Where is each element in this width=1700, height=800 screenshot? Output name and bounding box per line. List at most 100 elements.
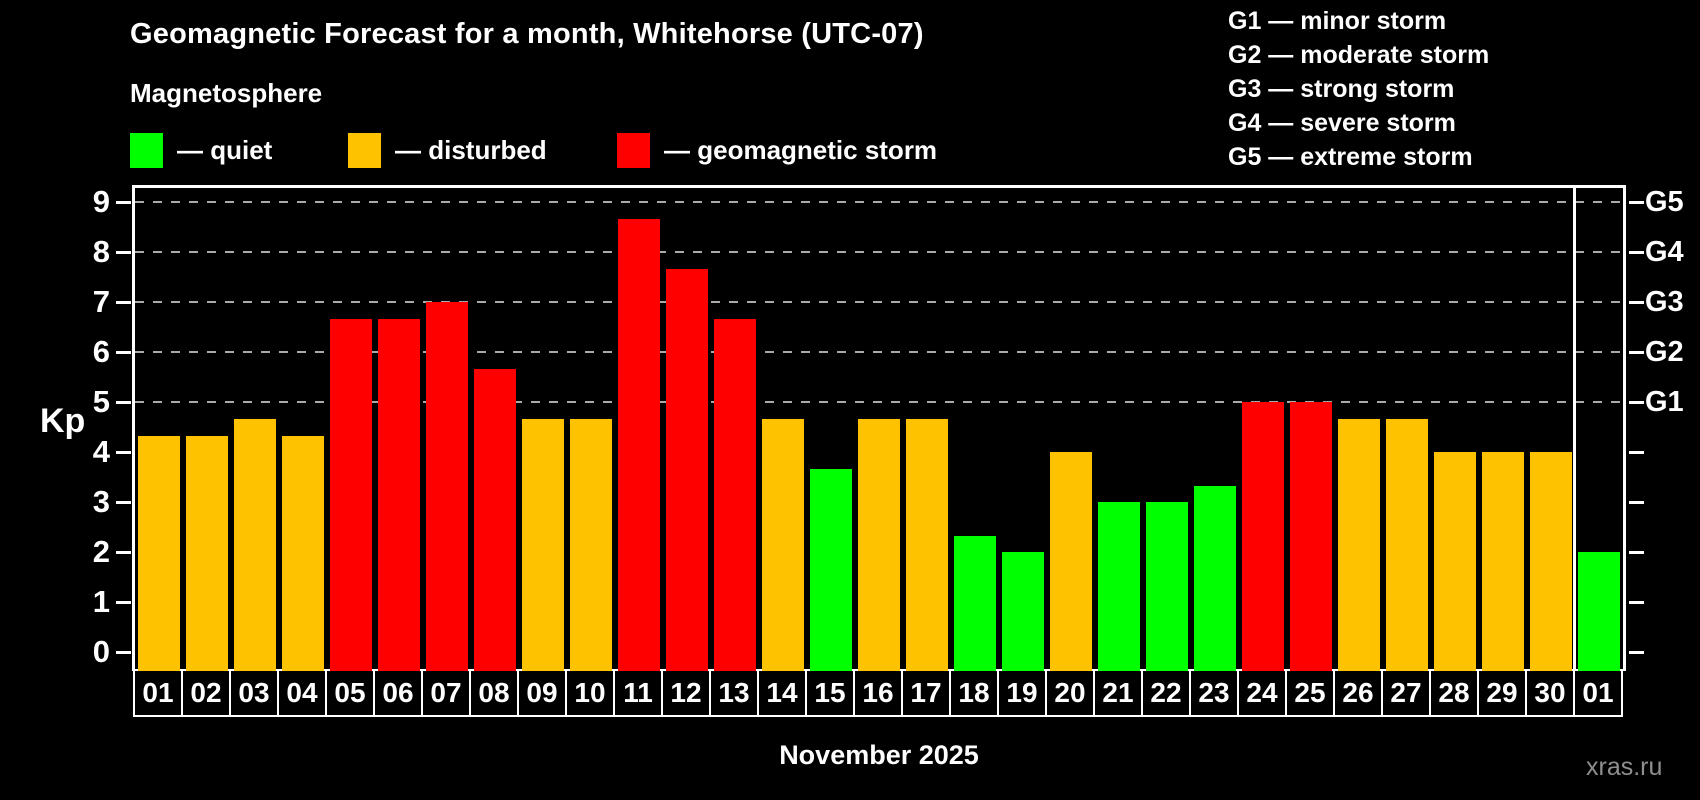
gridline-kp6 bbox=[135, 351, 1623, 353]
legend-item-storm: — geomagnetic storm bbox=[617, 132, 937, 168]
g-scale-label-g4: G4 bbox=[1645, 236, 1684, 268]
y-axis-tick-label-5: 5 bbox=[92, 384, 110, 419]
y-axis-tick-label-7: 7 bbox=[92, 284, 110, 319]
day-label-cell: 28 bbox=[1429, 669, 1479, 717]
day-label-cell: 09 bbox=[517, 669, 567, 717]
kp-bar-day-19 bbox=[1002, 552, 1044, 671]
legend-item-label: — disturbed bbox=[395, 134, 547, 165]
y-axis-tick-label-3: 3 bbox=[92, 484, 110, 519]
y-axis-tick-label-9: 9 bbox=[92, 184, 110, 219]
kp-bar-day-28 bbox=[1434, 452, 1476, 671]
kp-bar-day-01 bbox=[1578, 552, 1620, 671]
day-label-cell: 15 bbox=[805, 669, 855, 717]
right-axis-tick-2 bbox=[1629, 551, 1644, 554]
day-label-cell: 27 bbox=[1381, 669, 1431, 717]
gridline-kp8 bbox=[135, 251, 1623, 253]
legend-item-quiet: — quiet bbox=[130, 132, 272, 168]
day-label-cell: 24 bbox=[1237, 669, 1287, 717]
y-axis-tick-label-0: 0 bbox=[92, 634, 110, 669]
plot-area: 0 1 2 3 4 5 6 7 8 9 G1 G2 G3 G4 G5 bbox=[93, 185, 1684, 671]
y-axis-tick-9 bbox=[116, 201, 131, 204]
day-label-cell: 01 bbox=[1573, 669, 1623, 717]
day-label-cell: 16 bbox=[853, 669, 903, 717]
legend-item-disturbed: — disturbed bbox=[348, 132, 547, 168]
g-scale-label-g2: G2 bbox=[1645, 336, 1684, 368]
kp-bar-day-30 bbox=[1530, 452, 1572, 671]
kp-bar-day-29 bbox=[1482, 452, 1524, 671]
kp-bar-day-04 bbox=[282, 435, 324, 671]
day-label-cell: 10 bbox=[565, 669, 615, 717]
y-axis-tick-7 bbox=[116, 301, 131, 304]
kp-bar-day-16 bbox=[858, 418, 900, 671]
y-axis-tick-label-2: 2 bbox=[92, 534, 110, 569]
day-label-cell: 21 bbox=[1093, 669, 1143, 717]
kp-bar-day-23 bbox=[1194, 485, 1236, 671]
kp-bar-day-05 bbox=[330, 318, 372, 671]
x-axis-day-labels: 01 02 03 04 05 06 07 08 09 10 11 12 13 14 15 16 17 18 19 20… bbox=[132, 669, 1626, 717]
kp-bar-day-26 bbox=[1338, 418, 1380, 671]
kp-bar-day-27 bbox=[1386, 418, 1428, 671]
day-label-cell: 29 bbox=[1477, 669, 1527, 717]
y-axis-tick-label-8: 8 bbox=[92, 234, 110, 269]
kp-bar-day-02 bbox=[186, 435, 228, 671]
chart-subtitle: Magnetosphere bbox=[130, 78, 323, 108]
storm-color-swatch bbox=[617, 132, 650, 168]
right-axis-tick-1 bbox=[1629, 601, 1644, 604]
day-label-cell: 03 bbox=[229, 669, 279, 717]
kp-bar-day-25 bbox=[1290, 402, 1332, 671]
gridline-kp9 bbox=[135, 201, 1623, 203]
day-label-cell: 13 bbox=[709, 669, 759, 717]
y-axis-tick-label-6: 6 bbox=[92, 334, 110, 369]
right-axis-tick-6 bbox=[1629, 351, 1644, 354]
day-label-cell: 26 bbox=[1333, 669, 1383, 717]
y-axis-tick-6 bbox=[116, 351, 131, 354]
storm-scale-item-g3: G3 — strong storm bbox=[1228, 75, 1455, 103]
kp-bar-day-07 bbox=[426, 302, 468, 671]
kp-bar-day-17 bbox=[906, 418, 948, 671]
day-label-cell: 08 bbox=[469, 669, 519, 717]
kp-bar-day-13 bbox=[714, 318, 756, 671]
right-axis-tick-8 bbox=[1629, 251, 1644, 254]
kp-bar-day-06 bbox=[378, 318, 420, 671]
g-scale-label-g5: G5 bbox=[1645, 186, 1684, 218]
day-label-cell: 11 bbox=[613, 669, 663, 717]
day-label-cell: 18 bbox=[949, 669, 999, 717]
right-axis-tick-0 bbox=[1629, 651, 1644, 654]
day-label-cell: 02 bbox=[181, 669, 231, 717]
y-axis-tick-3 bbox=[116, 501, 131, 504]
day-label-cell: 30 bbox=[1525, 669, 1575, 717]
day-label-cell: 25 bbox=[1285, 669, 1335, 717]
page-title: Geomagnetic Forecast for a month, Whiteh… bbox=[130, 18, 924, 50]
kp-bar-day-11 bbox=[618, 218, 660, 671]
gridline-kp5 bbox=[135, 401, 1623, 403]
day-label-cell: 20 bbox=[1045, 669, 1095, 717]
day-label-cell: 06 bbox=[373, 669, 423, 717]
day-label-cell: 05 bbox=[325, 669, 375, 717]
day-label-cell: 12 bbox=[661, 669, 711, 717]
storm-scale-item-g5: G5 — extreme storm bbox=[1228, 143, 1473, 171]
right-axis-tick-3 bbox=[1629, 501, 1644, 504]
y-axis-tick-0 bbox=[116, 651, 131, 654]
g-scale-label-g3: G3 bbox=[1645, 286, 1684, 318]
disturbed-color-swatch bbox=[348, 132, 381, 168]
right-axis-tick-9 bbox=[1629, 201, 1644, 204]
x-axis-title-month: November 2025 bbox=[779, 740, 979, 770]
y-axis-tick-5 bbox=[116, 401, 131, 404]
kp-bar-day-09 bbox=[522, 418, 564, 671]
storm-scale-legend: G1 — minor storm G2 — moderate storm G3 … bbox=[1228, 4, 1489, 174]
right-axis-tick-5 bbox=[1629, 401, 1644, 404]
storm-scale-item-g2: G2 — moderate storm bbox=[1228, 41, 1490, 69]
kp-bar-day-21 bbox=[1098, 502, 1140, 671]
y-axis-tick-label-1: 1 bbox=[92, 584, 110, 619]
legend-item-label: — quiet bbox=[177, 134, 273, 165]
storm-scale-item-g1: G1 — minor storm bbox=[1228, 7, 1447, 35]
kp-bar-day-15 bbox=[810, 468, 852, 671]
right-axis-tick-7 bbox=[1629, 301, 1644, 304]
kp-bar-day-01 bbox=[138, 435, 180, 671]
day-label-cell: 23 bbox=[1189, 669, 1239, 717]
day-label-cell: 14 bbox=[757, 669, 807, 717]
right-axis-tick-4 bbox=[1629, 451, 1644, 454]
y-axis-tick-8 bbox=[116, 251, 131, 254]
month-separator-line bbox=[1573, 188, 1576, 671]
gridline-kp7 bbox=[135, 301, 1623, 303]
